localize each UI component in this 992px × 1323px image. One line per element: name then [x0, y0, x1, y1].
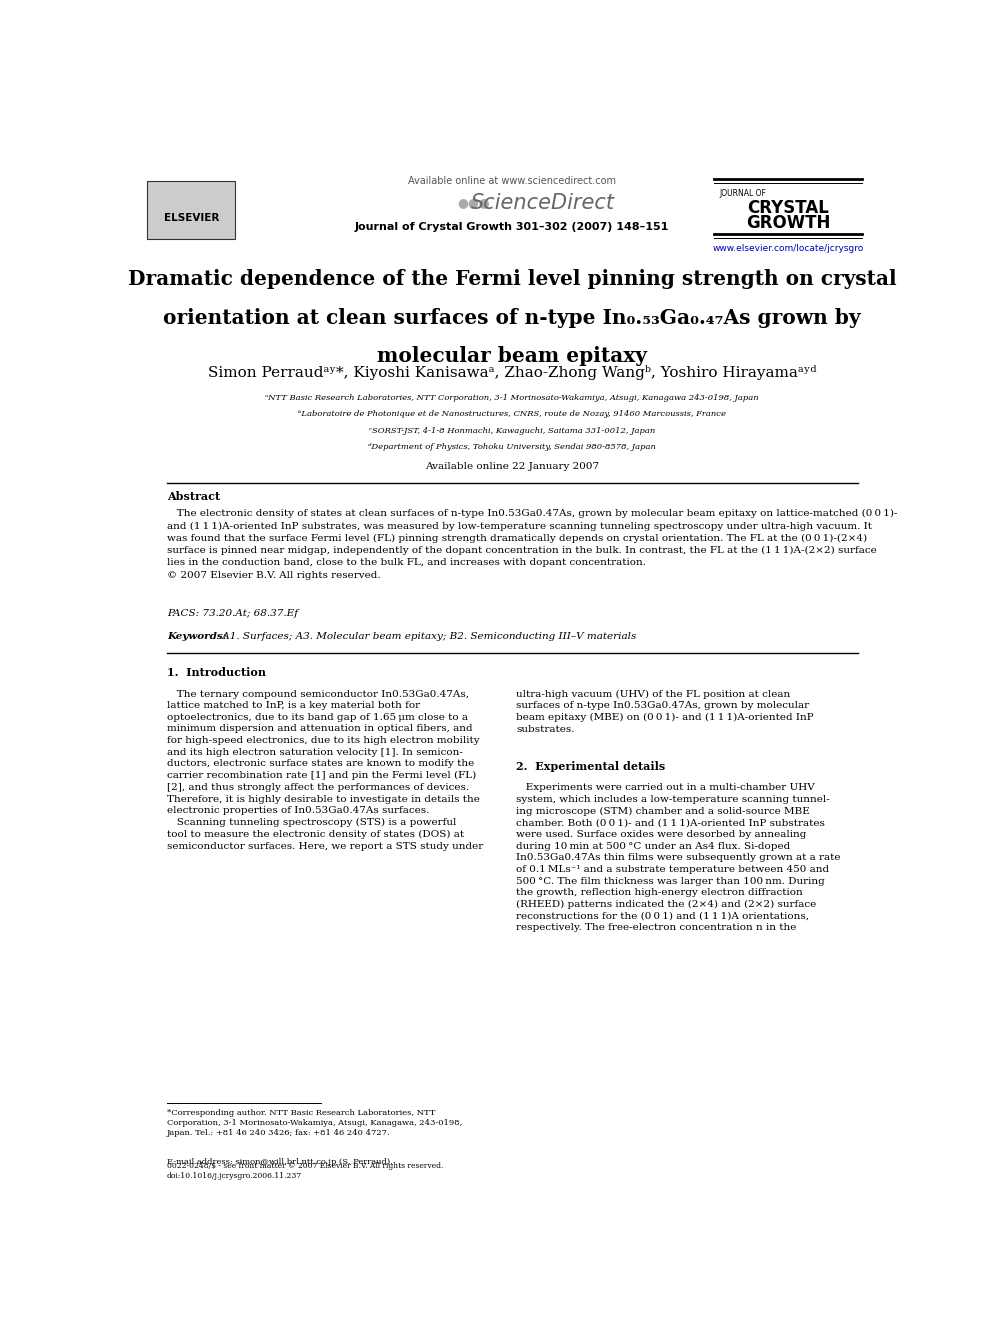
Text: JOURNAL OF: JOURNAL OF [720, 189, 767, 198]
Text: The ternary compound semiconductor In0.53Ga0.47As,
lattice matched to InP, is a : The ternary compound semiconductor In0.5… [167, 689, 483, 851]
Text: A1. Surfaces; A3. Molecular beam epitaxy; B2. Semiconducting III–V materials: A1. Surfaces; A3. Molecular beam epitaxy… [219, 632, 637, 642]
Text: CRYSTAL: CRYSTAL [747, 198, 829, 217]
Text: ᶜSORST-JST, 4-1-8 Honmachi, Kawaguchi, Saitama 331-0012, Japan: ᶜSORST-JST, 4-1-8 Honmachi, Kawaguchi, S… [369, 427, 656, 435]
Text: ●●●: ●●● [457, 196, 490, 209]
Text: ᵃNTT Basic Research Laboratories, NTT Corporation, 3-1 Morinosato-Wakamiya, Atsu: ᵃNTT Basic Research Laboratories, NTT Co… [266, 394, 759, 402]
Text: 0022-0248/$ - see front matter © 2007 Elsevier B.V. All rights reserved.: 0022-0248/$ - see front matter © 2007 El… [167, 1162, 443, 1170]
Text: 2.  Experimental details: 2. Experimental details [516, 761, 666, 771]
Text: ᵈDepartment of Physics, Tohoku University, Sendai 980-8578, Japan: ᵈDepartment of Physics, Tohoku Universit… [368, 443, 656, 451]
Text: Available online 22 January 2007: Available online 22 January 2007 [426, 462, 599, 471]
Text: doi:10.1016/j.jcrysgro.2006.11.237: doi:10.1016/j.jcrysgro.2006.11.237 [167, 1172, 303, 1180]
Text: www.elsevier.com/locate/jcrysgro: www.elsevier.com/locate/jcrysgro [712, 243, 864, 253]
Text: Simon Perraudᵃʸ*, Kiyoshi Kanisawaᵃ, Zhao-Zhong Wangᵇ, Yoshiro Hirayamaᵃʸᵈ: Simon Perraudᵃʸ*, Kiyoshi Kanisawaᵃ, Zha… [208, 365, 816, 380]
Text: ScienceDirect: ScienceDirect [471, 193, 615, 213]
Text: GROWTH: GROWTH [746, 214, 830, 232]
FancyBboxPatch shape [147, 181, 235, 239]
Text: Abstract: Abstract [167, 491, 220, 501]
Text: molecular beam epitaxy: molecular beam epitaxy [377, 347, 647, 366]
Text: orientation at clean surfaces of n-type In₀.₅₃Ga₀.₄₇As grown by: orientation at clean surfaces of n-type … [164, 308, 861, 328]
Text: Keywords:: Keywords: [167, 632, 227, 642]
Text: PACS: 73.20.At; 68.37.Ef: PACS: 73.20.At; 68.37.Ef [167, 609, 299, 618]
Text: 1.  Introduction: 1. Introduction [167, 667, 266, 679]
Text: ELSEVIER: ELSEVIER [164, 213, 219, 222]
Text: The electronic density of states at clean surfaces of n-type In0.53Ga0.47As, gro: The electronic density of states at clea… [167, 509, 898, 579]
Text: Dramatic dependence of the Fermi level pinning strength on crystal: Dramatic dependence of the Fermi level p… [128, 269, 897, 288]
Text: Experiments were carried out in a multi-chamber UHV
system, which includes a low: Experiments were carried out in a multi-… [516, 783, 840, 933]
Text: Available online at www.sciencedirect.com: Available online at www.sciencedirect.co… [409, 176, 616, 187]
Text: ultra-high vacuum (UHV) of the FL position at clean
surfaces of n-type In0.53Ga0: ultra-high vacuum (UHV) of the FL positi… [516, 689, 813, 734]
Text: Journal of Crystal Growth 301–302 (2007) 148–151: Journal of Crystal Growth 301–302 (2007)… [355, 222, 670, 232]
Text: ᵇLaboratoire de Photonique et de Nanostructures, CNRS, route de Nozay, 91460 Mar: ᵇLaboratoire de Photonique et de Nanostr… [299, 410, 726, 418]
Text: *Corresponding author. NTT Basic Research Laboratories, NTT
Corporation, 3-1 Mor: *Corresponding author. NTT Basic Researc… [167, 1109, 462, 1136]
Text: E-mail address: simon@will.brl.ntt.co.jp (S. Perraud).: E-mail address: simon@will.brl.ntt.co.jp… [167, 1158, 393, 1166]
